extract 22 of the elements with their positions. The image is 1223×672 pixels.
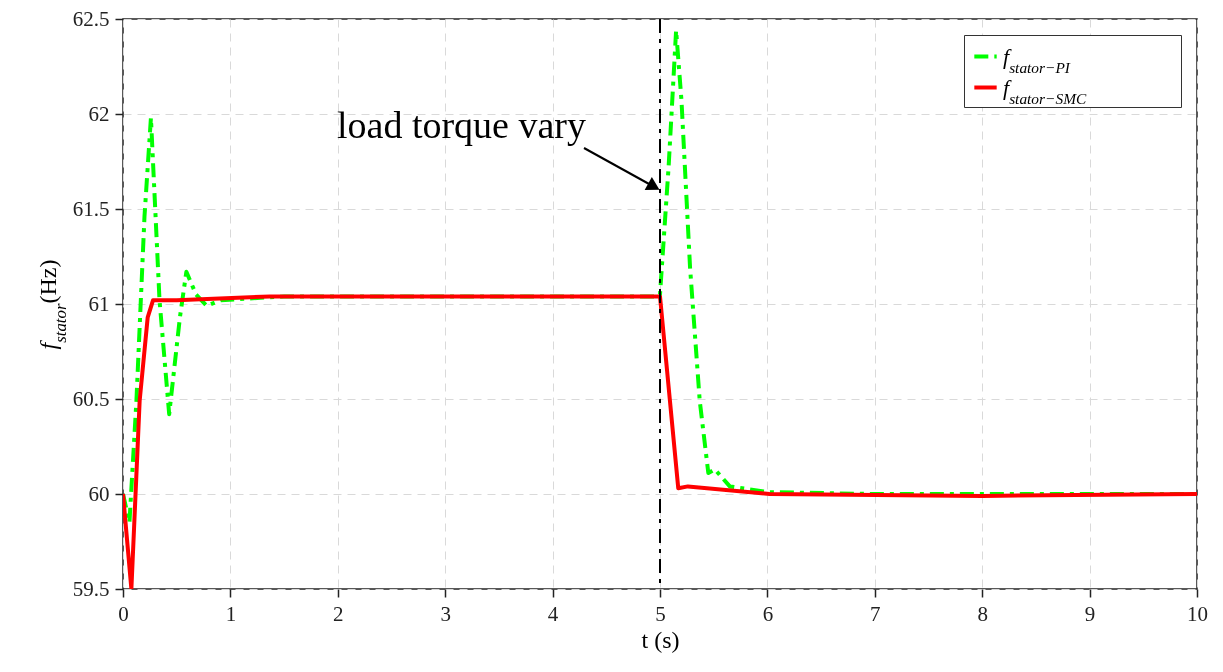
x-axis-title: t (s) [641,626,680,653]
legend-label: f$_{stator−PI}$ [1003,43,1071,75]
y-tick-label: 62 [88,101,110,126]
x-tick-label: 7 [870,601,881,626]
annotation: load torque vary [336,104,586,146]
y-tick-label: 60 [88,481,110,506]
x-tick-label: 3 [440,601,451,626]
y-tick-label: 62.5 [72,6,110,31]
x-tick-label: 8 [977,601,988,626]
x-tick-label: 6 [762,601,774,626]
y-tick-label: 60.5 [72,386,110,411]
x-tick-label: 4 [547,601,559,626]
x-tick-label: 5 [655,601,666,626]
y-tick-label: 61.5 [72,196,110,221]
x-tick-label: 9 [1084,601,1096,626]
x-tick-label: 2 [333,601,344,626]
y-tick-label: 61 [88,291,110,316]
x-tick-label: 0 [118,601,129,626]
legend-label: f$_{stator−SMC}$ [1003,74,1087,106]
x-tick-label: 1 [225,601,237,626]
y-tick-label: 59.5 [72,576,110,601]
x-tick-label: 10 [1187,601,1208,626]
